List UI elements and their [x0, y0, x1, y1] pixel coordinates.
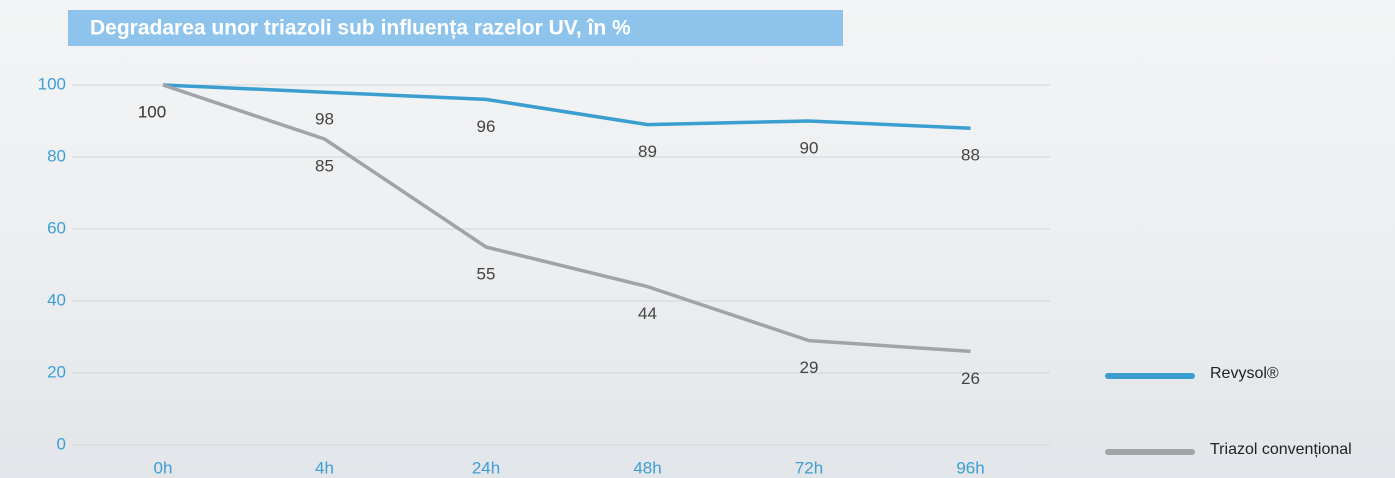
title-banner — [68, 10, 843, 46]
x-tick-label: 4h — [315, 458, 334, 477]
data-label: 96 — [477, 117, 496, 136]
data-label: 98 — [315, 110, 334, 129]
y-tick-label: 60 — [47, 218, 66, 237]
y-tick-label: 80 — [47, 146, 66, 165]
data-label: 29 — [800, 358, 819, 377]
chart-title: Degradarea unor triazoli sub influența r… — [90, 17, 631, 40]
y-tick-label: 100 — [38, 74, 66, 93]
data-label: 55 — [477, 264, 496, 283]
data-label: 100 — [138, 102, 166, 121]
x-tick-label: 0h — [154, 458, 173, 477]
data-label: 89 — [638, 142, 657, 161]
y-tick-label: 0 — [57, 434, 66, 453]
x-tick-label: 48h — [633, 458, 661, 477]
data-label: 44 — [638, 304, 657, 323]
data-label: 90 — [800, 138, 819, 157]
x-tick-label: 96h — [956, 458, 984, 477]
x-tick-label: 24h — [472, 458, 500, 477]
series-line — [162, 83, 971, 130]
data-label: 26 — [961, 369, 980, 388]
legend-label: Revysol® — [1210, 365, 1279, 382]
data-label: 100 — [138, 102, 166, 121]
x-tick-label: 72h — [795, 458, 823, 477]
data-label: 85 — [315, 156, 334, 175]
series-line — [162, 83, 971, 354]
data-label: 88 — [961, 146, 980, 165]
y-tick-label: 20 — [47, 362, 66, 381]
legend-label: Triazol convențional — [1210, 441, 1352, 458]
y-tick-label: 40 — [47, 290, 66, 309]
